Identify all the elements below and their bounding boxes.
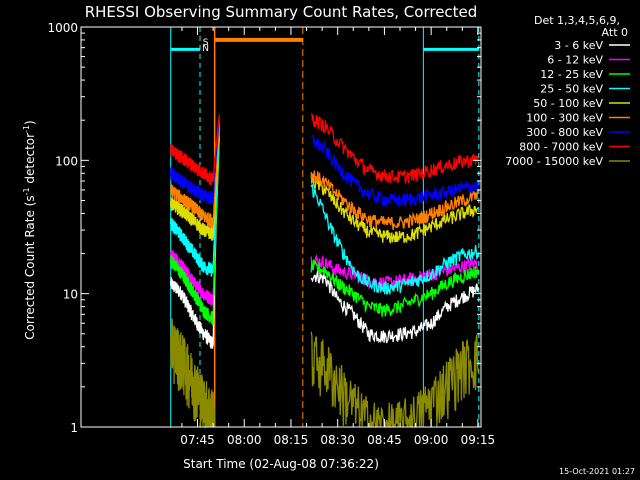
y-tick-label: 100	[55, 154, 78, 168]
x-tick-label: 08:00	[227, 433, 262, 447]
y-tick-label: 10	[63, 288, 78, 302]
x-tick-label: 08:30	[320, 433, 355, 447]
x-tick-label: 08:15	[274, 433, 309, 447]
plot-area: SN	[170, 27, 480, 429]
legend-header: Att 0	[602, 26, 628, 39]
x-tick-label: 08:45	[367, 433, 402, 447]
y-tick-label: 1	[70, 421, 78, 435]
legend-entry: 25 - 50 keV	[540, 83, 603, 96]
y-label-sup-1: -1	[22, 187, 31, 195]
legend: Det 1,3,4,5,6,9,Att 03 - 6 keV 6 - 12 keV…	[505, 14, 630, 168]
series-line	[170, 318, 479, 429]
axes: 1 10 100 1000 07:45 08:00 08:15 08:30 08:45 09:00…	[47, 21, 495, 447]
x-tick-label: 09:00	[414, 433, 449, 447]
legend-entry: 3 - 6 keV	[554, 39, 603, 52]
series-line	[170, 112, 479, 186]
y-axis-label: Corrected Count Rate (s-1 detector-1)	[22, 120, 37, 339]
legend-header: Det 1,3,4,5,6,9,	[534, 14, 620, 27]
chart-title: RHESSI Observing Summary Count Rates, Co…	[85, 3, 478, 21]
y-label-part-1: Corrected Count Rate (s	[23, 195, 37, 339]
legend-entry: 800 - 7000 keV	[519, 141, 603, 154]
y-label-sup-2: -1	[22, 125, 31, 133]
saa-marker-label: S	[203, 38, 209, 48]
y-label-part-3: )	[23, 120, 37, 125]
x-tick-label: 07:45	[180, 433, 215, 447]
legend-entry: 50 - 100 keV	[533, 97, 603, 110]
legend-entry: 100 - 300 keV	[526, 112, 603, 125]
timestamp: 15-Oct-2021 01:27	[559, 467, 635, 476]
y-tick-label: 1000	[47, 21, 78, 35]
x-axis-label: Start Time (02-Aug-08 07:36:22)	[183, 457, 379, 471]
y-label-part-2: detector	[23, 133, 37, 188]
legend-entry: 6 - 12 keV	[547, 54, 603, 67]
series-line	[170, 120, 479, 231]
legend-entry: 12 - 25 keV	[540, 68, 603, 81]
svg-text:Corrected Count Rate (s-1 dete: Corrected Count Rate (s-1 detector-1)	[22, 120, 37, 339]
legend-entry: 7000 - 15000 keV	[505, 155, 603, 168]
plot-frame	[80, 26, 482, 428]
night-marker-label: N	[202, 44, 209, 54]
legend-entry: 300 - 800 keV	[526, 126, 603, 139]
x-tick-label: 09:15	[461, 433, 496, 447]
